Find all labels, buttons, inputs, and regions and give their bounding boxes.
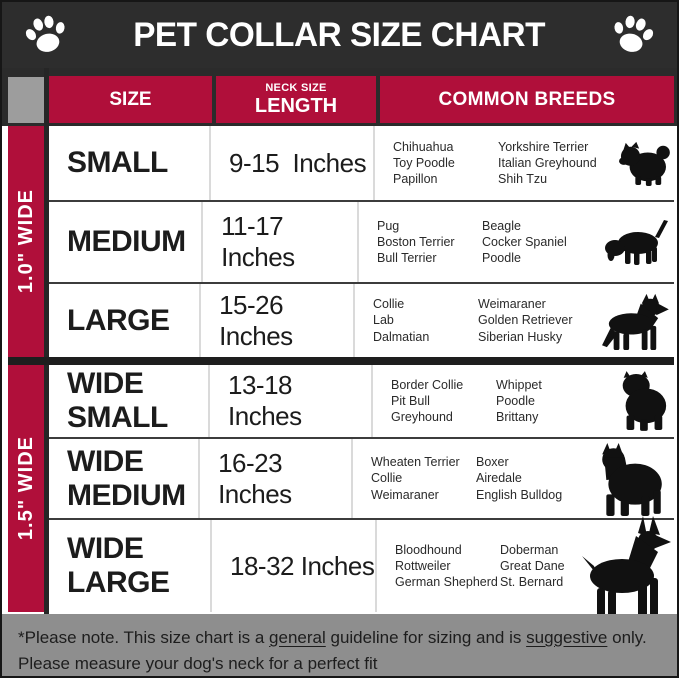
width-rail-1-5-inch: 1.5" WIDE [8,365,44,612]
length-cell: 15-26 Inches [201,284,355,357]
size-cell: SMALL [49,126,211,200]
breeds-cell: Pug Boston Terrier Bull Terrier Beagle C… [359,202,674,282]
rail-border [44,68,49,614]
breeds-list-right: Yorkshire Terrier Italian Greyhound Shih… [498,139,597,187]
size-cell: MEDIUM [49,202,204,282]
column-header-neck-size-label: NECK SIZE [265,82,327,94]
page-title: PET COLLAR SIZE CHART [133,15,546,54]
note-suffix: only. [607,628,647,647]
table-row-large: LARGE 15-26 Inches Collie Lab Dalmatian … [49,284,674,357]
column-header-common-breeds: COMMON BREEDS [380,76,674,123]
table-row-wide-small: WIDE SMALL 13-18 Inches Border Collie Pi… [49,365,674,439]
column-header-neck-length: NECK SIZE LENGTH [216,76,376,123]
size-cell: WIDE SMALL [49,365,211,437]
breeds-list-left: Bloodhound Rottweiler German Shepherd [395,542,498,590]
title-band: PET COLLAR SIZE CHART [2,2,677,68]
breeds-list-left: Chihuahua Toy Poodle Papillon [393,139,455,187]
length-cell: 11-17 Inches [203,202,359,282]
note-prefix: *Please note. This size chart is a [18,628,270,647]
note-underline-general: general [269,628,326,647]
breeds-list-left: Wheaten Terrier Collie Weimaraner [371,455,460,502]
column-header-size: SIZE [49,76,212,123]
length-cell: 18-32 Inches [212,520,377,612]
size-cell: WIDE LARGE [49,520,212,612]
footer-note-line1: *Please note. This size chart is a gener… [18,625,661,651]
length-cell: 16-23 Inches [200,439,353,518]
breeds-list-right: Weimaraner Golden Retriever Siberian Hus… [478,297,573,344]
footer-note: *Please note. This size chart is a gener… [2,614,677,676]
footer-note-line2: Please measure your dog's neck for a per… [18,654,378,674]
german-shepherd-dog-icon [596,291,670,351]
table-row-small: SMALL 9-15 Inches Chihuahua Toy Poodle P… [49,126,674,202]
table-row-wide-large: WIDE LARGE 18-32 Inches Bloodhound Rottw… [49,516,674,636]
breeds-cell: Border Collie Pit Bull Greyhound Whippet… [373,365,674,437]
beagle-dog-icon [600,217,670,267]
width-rail-1-inch: 1.0" WIDE [8,126,44,357]
length-cell: 9-15 Inches [211,126,375,200]
breeds-cell: Collie Lab Dalmatian Weimaraner Golden R… [355,284,674,357]
breeds-list-left: Border Collie Pit Bull Greyhound [391,377,464,425]
width-rail-1-inch-label: 1.0" WIDE [14,189,37,294]
paw-icon [614,15,654,52]
bulldog-dog-icon [614,370,670,432]
table-row-medium: MEDIUM 11-17 Inches Pug Boston Terrier B… [49,202,674,284]
note-mid: guideline for sizing and is [325,628,527,647]
breeds-cell: Bloodhound Rottweiler German Shepherd Do… [377,516,674,636]
size-cell: WIDE MEDIUM [49,439,201,518]
breeds-list-right: Beagle Cocker Spaniel Poodle [482,218,567,266]
section-divider [8,357,674,365]
table-row-wide-medium: WIDE MEDIUM 16-23 Inches Wheaten Terrier… [49,439,674,520]
note-underline-suggestive: suggestive [526,628,608,647]
width-rail-1-5-inch-label: 1.5" WIDE [14,436,37,541]
size-table: SMALL 9-15 Inches Chihuahua Toy Poodle P… [49,126,674,636]
breeds-list-left: Pug Boston Terrier Bull Terrier [377,218,455,266]
breeds-cell: Wheaten Terrier Collie Weimaraner Boxer … [353,439,674,518]
breeds-cell: Chihuahua Toy Poodle Papillon Yorkshire … [375,126,674,200]
pomeranian-dog-icon [616,140,670,186]
breeds-list-right: Boxer Airedale English Bulldog [476,455,563,502]
corner-square [8,77,44,123]
breeds-list-right: Doberman Great Dane St. Bernard [500,542,565,590]
column-header-length-label: LENGTH [254,95,338,117]
breeds-list-right: Whippet Poodle Brittany [496,377,542,425]
breeds-list-left: Collie Lab Dalmatian [373,297,430,344]
size-cell: LARGE [49,284,202,357]
length-cell: 13-18 Inches [210,365,373,437]
pitbull-dog-icon [594,441,670,517]
paw-icon [25,15,65,52]
